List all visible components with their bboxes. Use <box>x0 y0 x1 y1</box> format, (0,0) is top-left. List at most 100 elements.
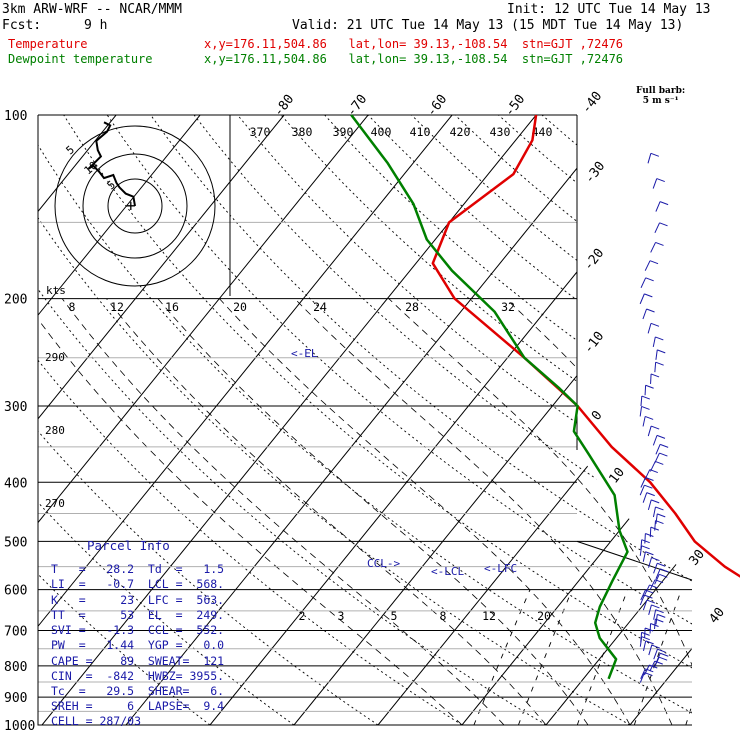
isotherm-line <box>38 115 453 725</box>
theta-e-label: 440 <box>532 125 553 139</box>
wind-barb <box>652 336 656 348</box>
wind-barb-flag <box>651 557 660 562</box>
wind-barb <box>648 644 653 656</box>
wind-barb-flag <box>645 477 654 481</box>
wind-barb-flag <box>650 373 660 378</box>
pressure-label: 300 <box>4 400 27 415</box>
wind-barb-flag <box>655 506 664 511</box>
wind-barb <box>650 373 652 384</box>
wind-barb-flag <box>650 425 660 430</box>
hodo-ring <box>82 153 188 259</box>
wind-barb-flag <box>651 499 660 504</box>
wind-barb-flag <box>650 623 659 627</box>
wind-barb <box>655 444 661 455</box>
wind-barb-flag <box>649 664 658 669</box>
wind-barb <box>647 499 652 511</box>
hodograph-trace <box>87 121 136 207</box>
mixing-ratio-label: 8 <box>440 609 447 623</box>
pressure-label: 700 <box>4 625 27 640</box>
parcel-row: CIN = -842 HWBZ= 3955. <box>51 669 225 683</box>
wind-barb <box>653 563 658 574</box>
wind-barb <box>639 293 645 305</box>
lcl-marker: <-LCL <box>431 565 464 578</box>
wind-barb <box>639 594 645 606</box>
pressure-label: 400 <box>4 476 27 491</box>
pressure-label: 900 <box>4 691 27 706</box>
wind-barb <box>654 574 660 585</box>
wind-barb <box>642 308 648 320</box>
wind-barb-flag <box>641 405 650 410</box>
wind-barb <box>640 668 646 680</box>
parcel-info-title: Parcel Info <box>87 538 170 553</box>
scale-label: 28 <box>405 300 419 314</box>
wind-barb-flag <box>649 584 658 589</box>
wind-barb-flag <box>654 579 664 584</box>
moist-adiabat <box>61 298 505 725</box>
wind-barb <box>644 260 651 271</box>
wind-barb <box>642 492 648 503</box>
mixing-ratio-label: 12 <box>482 609 496 623</box>
temperature-trace <box>431 114 740 578</box>
wind-barb-flag <box>651 644 660 649</box>
wind-barb <box>655 568 661 580</box>
dry-adiabat-label: 280 <box>45 424 65 437</box>
hodo-ring-label: 5 <box>64 143 77 157</box>
wind-barb-flag <box>657 513 666 518</box>
wind-barb-flag <box>646 599 656 604</box>
wind-barb <box>653 609 657 620</box>
el-marker: <-EL <box>291 347 318 360</box>
wind-barb-flag <box>641 395 650 400</box>
wind-barb <box>647 425 652 437</box>
wind-barb <box>652 178 658 189</box>
wind-barb <box>652 435 658 446</box>
isotherm-line <box>377 115 692 725</box>
wind-barb <box>644 627 646 639</box>
plot-frame <box>37 115 692 726</box>
wind-barb <box>655 201 661 212</box>
pressure-label: 500 <box>4 535 27 550</box>
wind-barb <box>649 623 652 634</box>
dewpoint-trace <box>350 114 629 680</box>
legend-temperature-label: Temperature <box>8 37 88 51</box>
wind-barb-flag <box>657 613 666 618</box>
isotherm-line <box>293 115 692 725</box>
wind-barb <box>655 513 658 524</box>
mixing-ratio-label: 5 <box>391 609 398 623</box>
wind-barb-flag <box>644 484 653 489</box>
wind-barb <box>654 618 656 630</box>
parcel-row: PW = 1.44 YGP = 0.0 <box>51 638 225 652</box>
wind-barb <box>648 557 652 568</box>
wind-barb <box>639 406 643 417</box>
pressure-label: 600 <box>4 584 27 599</box>
wind-barb-flag <box>645 668 654 673</box>
wind-barb-flag <box>644 627 654 632</box>
isotherm-label: -80 <box>271 92 297 120</box>
pressure-label: 1000 <box>4 719 35 734</box>
isotherm-label: -40 <box>579 89 605 117</box>
dry-adiabat <box>237 115 692 725</box>
wind-barb-flag <box>657 562 666 567</box>
wind-barb-flag <box>649 469 658 474</box>
forecast-label: Fcst: <box>2 18 42 33</box>
wind-barb <box>649 579 656 590</box>
wind-barb <box>648 604 652 616</box>
dry-adiabat-label: 270 <box>45 497 65 510</box>
wind-barb-flag <box>659 443 669 448</box>
parcel-row: Tc = 29.5 SHEAR= 6. <box>51 684 225 698</box>
wind-barb-flag <box>655 460 664 465</box>
mixing-ratio-label: 20 <box>537 609 551 623</box>
wind-barb-flag <box>644 293 653 298</box>
wind-barb-flag <box>644 415 654 420</box>
wind-barb <box>653 649 658 660</box>
wind-barb <box>639 545 643 556</box>
wind-barb <box>655 349 658 360</box>
isotherm-label: 40 <box>707 605 728 627</box>
hodograph-center: + <box>126 196 136 215</box>
wind-barb-flag <box>645 640 654 645</box>
wind-barb-flag <box>658 656 668 661</box>
isotherm-label: -10 <box>581 329 607 357</box>
wind-barb <box>647 323 652 334</box>
theta-e-label: 420 <box>450 125 471 139</box>
wind-barb-flag <box>650 526 659 531</box>
